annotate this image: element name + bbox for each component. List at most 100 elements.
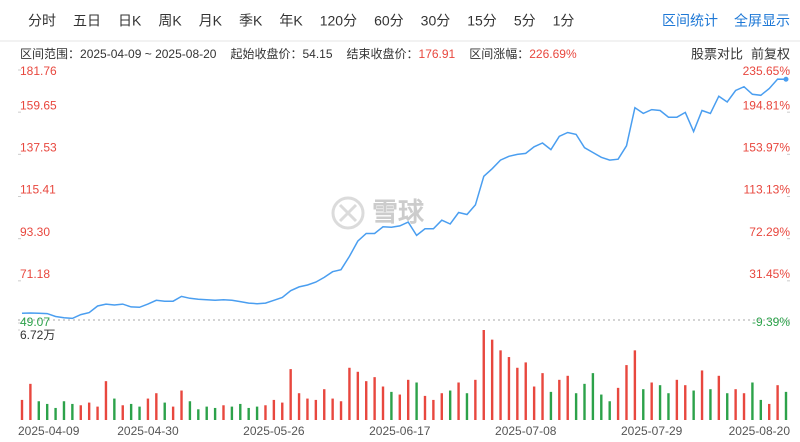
- period-tab[interactable]: 月K: [199, 13, 223, 29]
- volume-bar: [574, 393, 578, 420]
- period-tab[interactable]: 年K: [279, 13, 303, 29]
- y2-tick-label: 31.45%: [749, 267, 790, 281]
- volume-bar: [138, 406, 141, 420]
- volume-bar: [356, 371, 360, 420]
- x-tick-label: 2025-05-26: [243, 424, 305, 438]
- volume-bar: [734, 389, 737, 420]
- info-value: 2025-04-09 ~ 2025-08-20: [80, 47, 217, 61]
- x-tick-label: 2025-04-09: [18, 424, 80, 438]
- x-tick-label: 2025-08-20: [729, 424, 791, 438]
- volume-bar: [373, 377, 376, 420]
- watermark: 雪球: [372, 197, 425, 227]
- volume-bar: [726, 393, 729, 420]
- action-link[interactable]: 区间统计: [662, 13, 718, 29]
- y-tick-label: 137.53: [20, 141, 57, 155]
- volume-bar: [600, 394, 603, 420]
- volume-bar: [684, 385, 687, 420]
- volume-bar: [608, 401, 611, 420]
- info-label: 区间涨幅：: [469, 46, 529, 61]
- volume-bar: [776, 385, 779, 420]
- volume-bar: [146, 398, 150, 420]
- volume-bar: [155, 393, 158, 420]
- info-value: 54.15: [302, 47, 332, 61]
- period-tab[interactable]: 15分: [467, 13, 497, 29]
- volume-bar: [516, 367, 519, 420]
- period-tab[interactable]: 分时: [28, 13, 56, 29]
- tool-link[interactable]: 前复权: [751, 46, 790, 61]
- volume-bar: [230, 406, 234, 420]
- volume-bar: [163, 402, 166, 420]
- volume-bar: [742, 393, 746, 420]
- period-tab[interactable]: 30分: [421, 13, 451, 29]
- watermark-logo: [331, 196, 365, 230]
- period-tab[interactable]: 五日: [73, 13, 101, 29]
- volume-bar: [113, 398, 116, 420]
- volume-bar: [465, 393, 469, 420]
- y-tick-label: 159.65: [20, 98, 57, 112]
- y2-tick-label: 153.97%: [743, 141, 791, 155]
- y2-tick-label: 235.65%: [743, 64, 791, 78]
- volume-bar: [129, 403, 133, 420]
- volume-bar: [121, 405, 124, 420]
- y2-tick-label: 113.13%: [744, 183, 791, 197]
- volume-bar: [423, 395, 427, 420]
- volume-bar: [323, 389, 326, 420]
- volume-bar: [692, 390, 695, 420]
- volume-bar: [171, 406, 175, 420]
- volume-bar: [62, 401, 66, 420]
- volume-bar: [398, 394, 402, 420]
- volume-tick-label: 6.72万: [20, 328, 55, 342]
- volume-bar: [348, 367, 351, 420]
- volume-bar: [29, 383, 32, 420]
- y2-tick-label: -9.39%: [752, 315, 790, 329]
- volume-bar: [474, 379, 477, 420]
- volume-bar: [558, 379, 561, 420]
- volume-bar: [499, 350, 502, 420]
- volume-bar: [642, 389, 645, 420]
- volume-bar: [524, 362, 527, 420]
- volume-bar: [281, 402, 284, 420]
- volume-bar: [591, 373, 595, 420]
- volume-bar: [448, 390, 452, 420]
- info-value: 176.91: [419, 47, 456, 61]
- volume-bar: [507, 357, 511, 420]
- action-link[interactable]: 全屏显示: [734, 13, 790, 29]
- period-tab[interactable]: 周K: [158, 13, 182, 29]
- y-tick-label: 49.07: [20, 315, 50, 329]
- volume-bar: [255, 406, 259, 420]
- period-tab[interactable]: 120分: [320, 13, 357, 29]
- volume-bar: [365, 381, 368, 420]
- period-tab[interactable]: 季K: [239, 13, 263, 29]
- info-label: 起始收盘价：: [230, 46, 302, 61]
- volume-bar: [616, 387, 620, 420]
- volume-bar: [188, 401, 192, 420]
- volume-bar: [768, 403, 771, 420]
- volume-bar: [440, 393, 443, 420]
- volume-bar: [549, 391, 553, 420]
- volume-bar: [709, 389, 712, 420]
- volume-bar: [482, 330, 485, 420]
- volume-bar: [37, 401, 40, 420]
- volume-bar: [633, 350, 637, 420]
- y-tick-label: 93.30: [20, 225, 50, 239]
- tool-link[interactable]: 股票对比: [691, 46, 743, 61]
- volume-bar: [650, 382, 653, 420]
- period-tab[interactable]: 60分: [374, 13, 404, 29]
- period-tab[interactable]: 1分: [553, 13, 575, 29]
- volume-bar: [457, 382, 460, 420]
- x-tick-label: 2025-07-08: [495, 424, 557, 438]
- volume-bar: [532, 386, 536, 420]
- y2-tick-label: 72.29%: [749, 225, 790, 239]
- y-tick-label: 71.18: [20, 267, 50, 281]
- volume-bar: [583, 383, 586, 420]
- period-tab[interactable]: 5分: [514, 13, 536, 29]
- volume-bar: [751, 382, 754, 420]
- volume-bar: [71, 403, 74, 420]
- period-tab[interactable]: 日K: [118, 13, 142, 29]
- volume-bar: [180, 390, 183, 420]
- volume-bar: [197, 409, 200, 420]
- volume-bar: [717, 375, 721, 420]
- volume-bar: [658, 385, 662, 420]
- volume-bar: [432, 399, 435, 420]
